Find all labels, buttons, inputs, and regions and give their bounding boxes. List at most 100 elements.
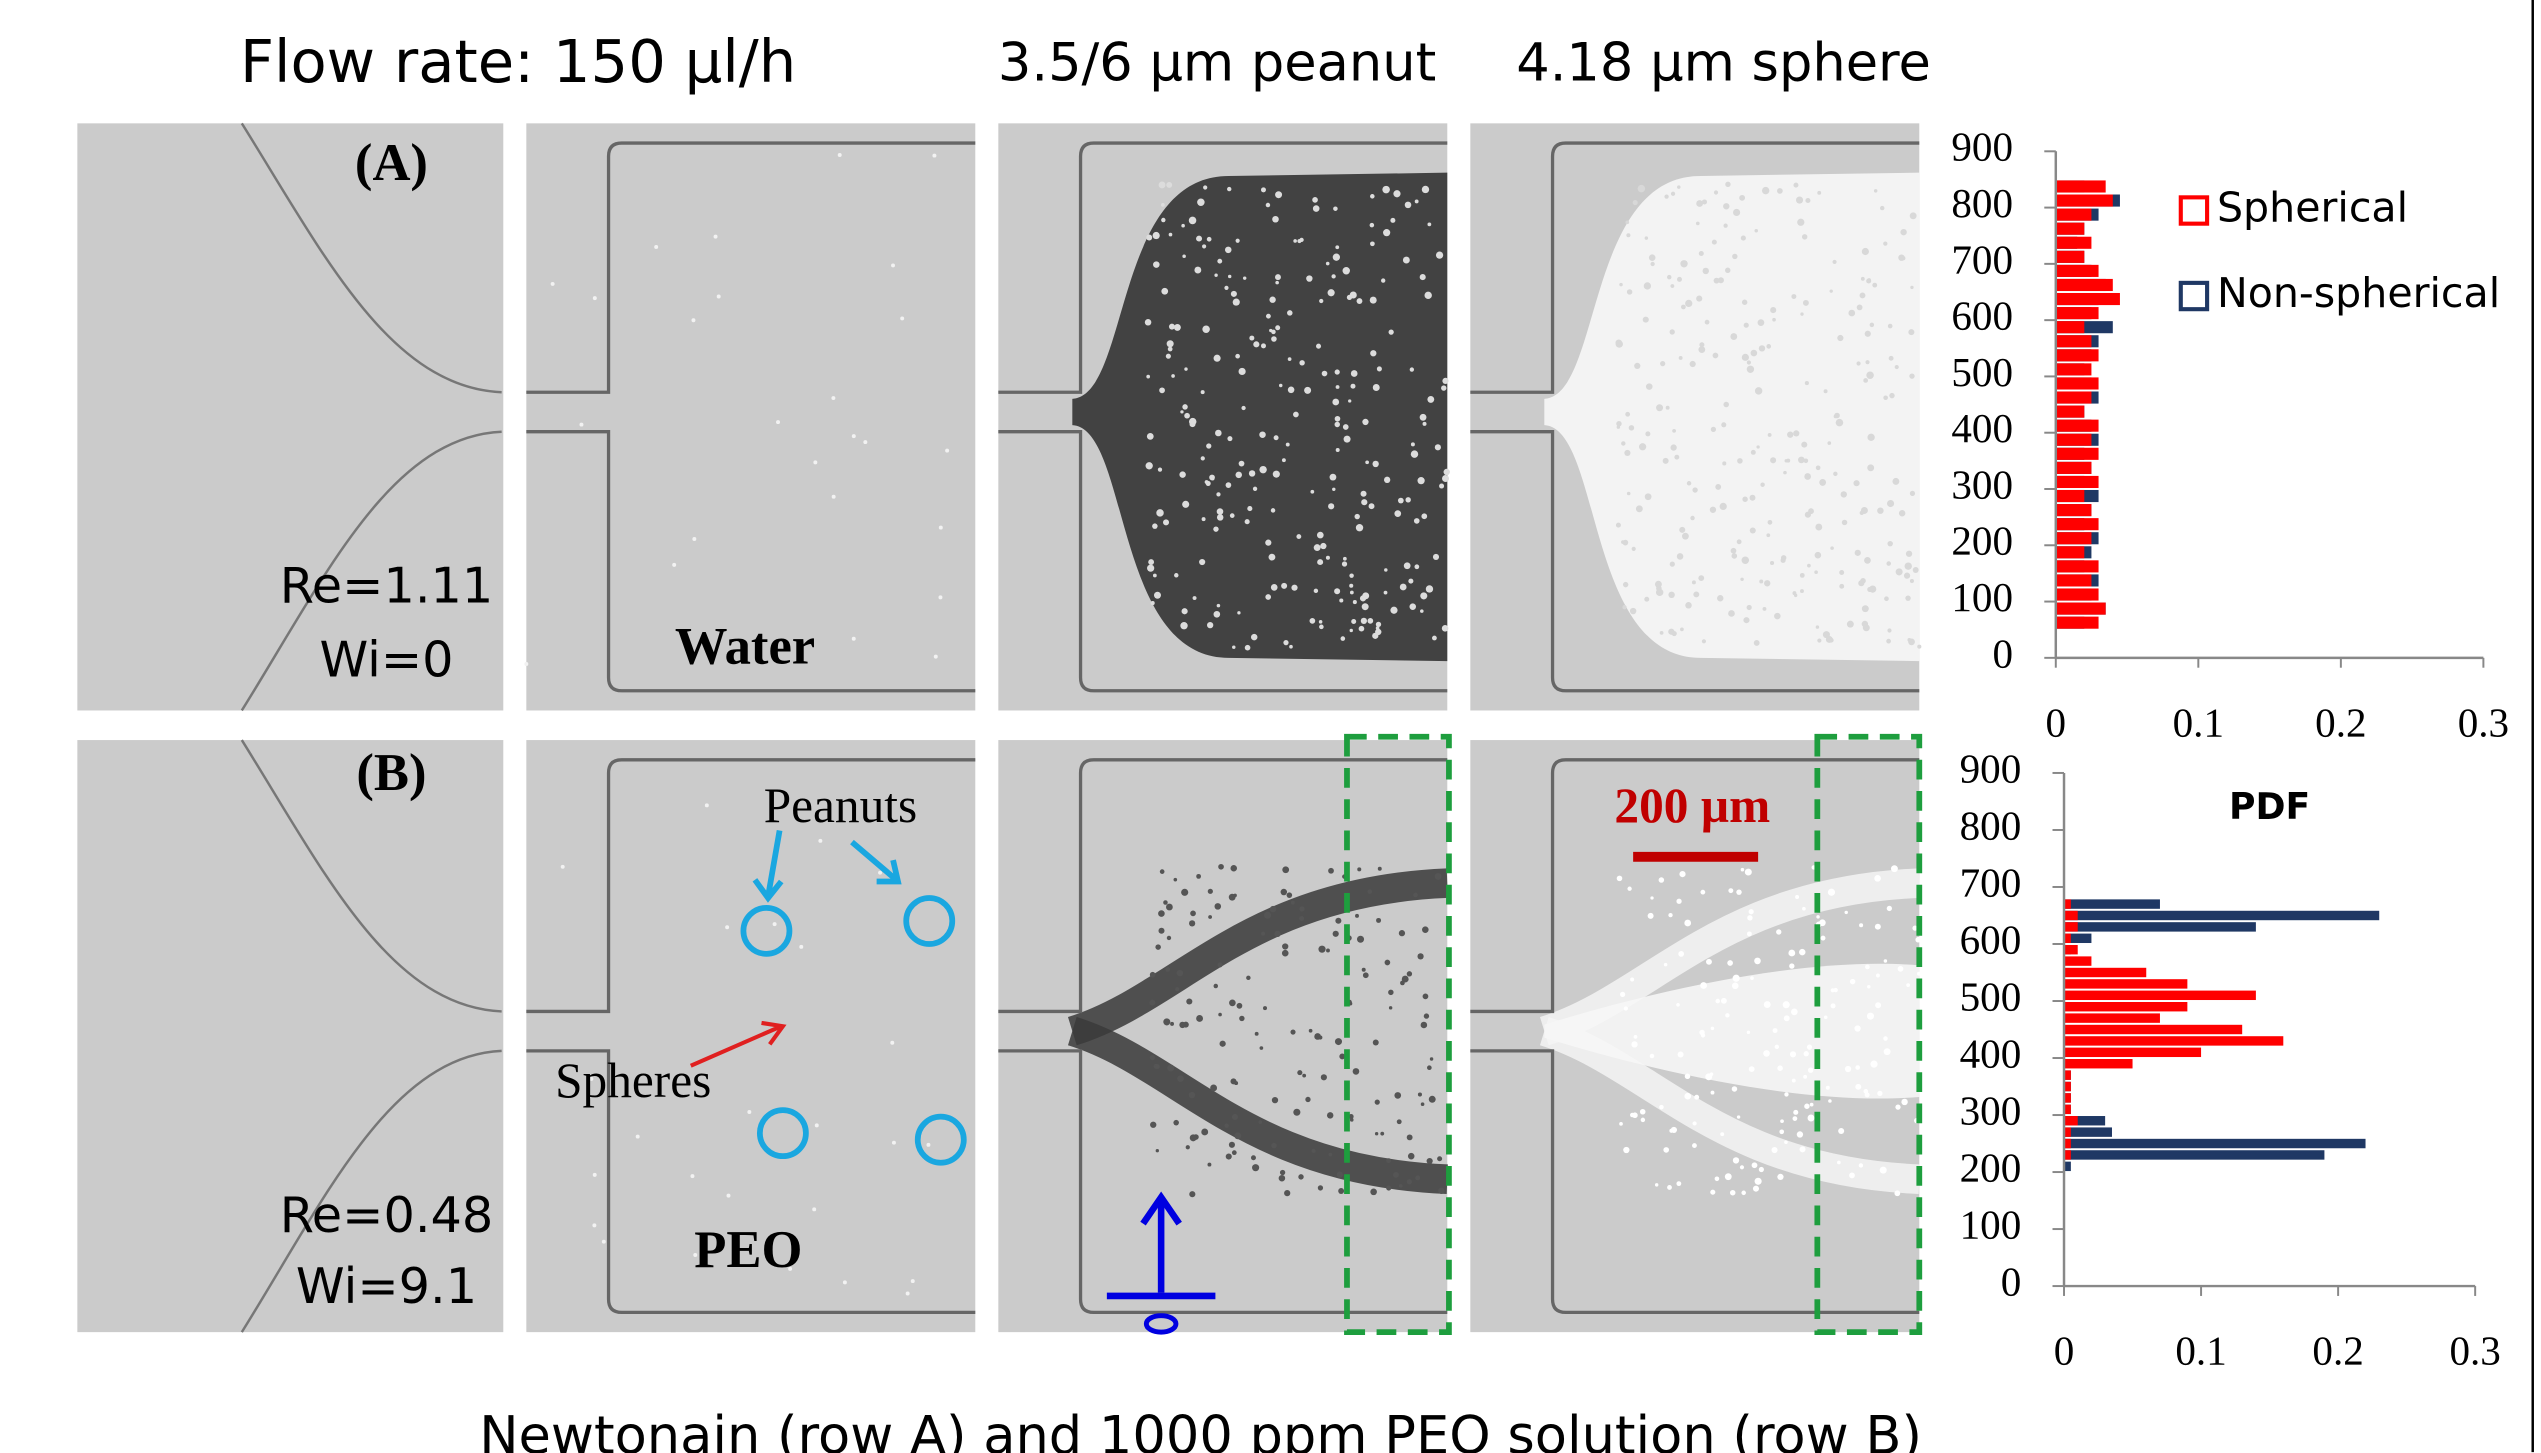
particle: [1803, 300, 1809, 306]
particle: [1332, 488, 1335, 491]
particle: [1282, 943, 1288, 949]
bar: [2056, 251, 2085, 263]
particle: [1282, 950, 1289, 957]
particle: [1370, 223, 1375, 228]
particle: [1867, 985, 1870, 988]
particle: [1693, 1121, 1697, 1125]
bar: [2056, 237, 2092, 249]
particle: [813, 460, 817, 464]
particle: [1411, 450, 1418, 457]
particle: [717, 294, 721, 298]
particle: [1742, 354, 1749, 361]
particle: [1759, 1167, 1764, 1172]
bar: [2056, 307, 2099, 319]
particle: [1146, 375, 1150, 379]
particle: [1236, 239, 1240, 243]
particle: [1692, 1143, 1697, 1148]
particle: [831, 396, 835, 400]
particle: [1630, 608, 1636, 614]
particle: [1805, 381, 1809, 385]
particle: [1861, 277, 1865, 281]
particle: [1427, 1065, 1432, 1070]
particle: [1668, 629, 1674, 635]
particle: [1728, 888, 1733, 893]
particle: [1676, 1181, 1681, 1186]
particle: [1350, 1118, 1354, 1122]
particle: [1663, 458, 1669, 464]
particle: [1814, 570, 1818, 574]
particle: [1677, 277, 1682, 282]
particle: [1365, 460, 1369, 464]
particle: [1386, 1185, 1391, 1190]
particle: [1660, 631, 1664, 635]
bar: [2056, 574, 2092, 586]
particle: [1386, 1158, 1391, 1163]
particle: [1831, 1003, 1836, 1008]
particle: [1723, 402, 1729, 408]
particle: [1375, 1100, 1380, 1105]
particle: [1910, 286, 1913, 289]
particle: [1438, 1188, 1444, 1194]
particle: [1245, 519, 1250, 524]
particle: [690, 1174, 694, 1178]
particle: [1687, 481, 1691, 485]
particle: [1862, 248, 1869, 255]
particle: [1783, 1001, 1790, 1008]
bar: [2056, 195, 2113, 207]
particle: [1887, 628, 1891, 632]
bar: [2064, 1150, 2324, 1159]
particle: [1667, 275, 1671, 279]
particle: [1397, 1119, 1402, 1124]
particle: [1209, 475, 1215, 481]
particle: [1741, 1191, 1746, 1196]
particle: [926, 1143, 930, 1147]
particle: [1146, 462, 1153, 469]
particle: [1394, 1092, 1401, 1099]
particle: [1239, 461, 1245, 467]
particle: [1889, 393, 1894, 398]
particle: [1648, 913, 1654, 919]
particle: [1152, 523, 1157, 528]
particle: [1711, 427, 1716, 432]
particle: [1333, 206, 1338, 211]
particle: [1677, 553, 1684, 560]
particle: [1210, 1084, 1217, 1091]
bar: [2056, 223, 2085, 235]
particle: [1677, 185, 1680, 188]
particle: [1421, 1102, 1425, 1106]
particle: [1693, 591, 1699, 597]
particle: [1865, 360, 1869, 364]
particle: [1639, 443, 1646, 450]
particle: [1420, 592, 1427, 599]
particle: [1349, 584, 1353, 588]
particle: [1629, 425, 1634, 430]
particle: [1874, 189, 1877, 192]
particle: [1220, 1041, 1226, 1047]
particle: [1225, 247, 1232, 254]
particle: [1678, 1051, 1684, 1057]
particle: [1174, 573, 1178, 577]
particle: [1784, 1015, 1790, 1021]
particle: [1796, 197, 1803, 204]
y-tick-label: 800: [1960, 802, 2022, 848]
particle: [1156, 509, 1163, 516]
particle: [1265, 540, 1271, 546]
particle: [1696, 222, 1700, 226]
particle: [1326, 949, 1330, 953]
particle: [1233, 300, 1239, 306]
particle: [1641, 1118, 1645, 1122]
particle: [1710, 507, 1716, 513]
particle: [1272, 216, 1279, 223]
particle: [1725, 1173, 1732, 1180]
particle: [1423, 422, 1427, 426]
particle: [1884, 1048, 1891, 1055]
particle: [1805, 198, 1810, 203]
particle: [1232, 645, 1235, 648]
scale-bar-label: 200 µm: [1614, 778, 1770, 833]
bar: [2056, 420, 2099, 432]
particle: [1291, 585, 1297, 591]
particle: [1795, 895, 1799, 899]
particle: [1260, 1046, 1264, 1050]
particle: [1361, 491, 1367, 497]
particle: [1411, 442, 1415, 446]
